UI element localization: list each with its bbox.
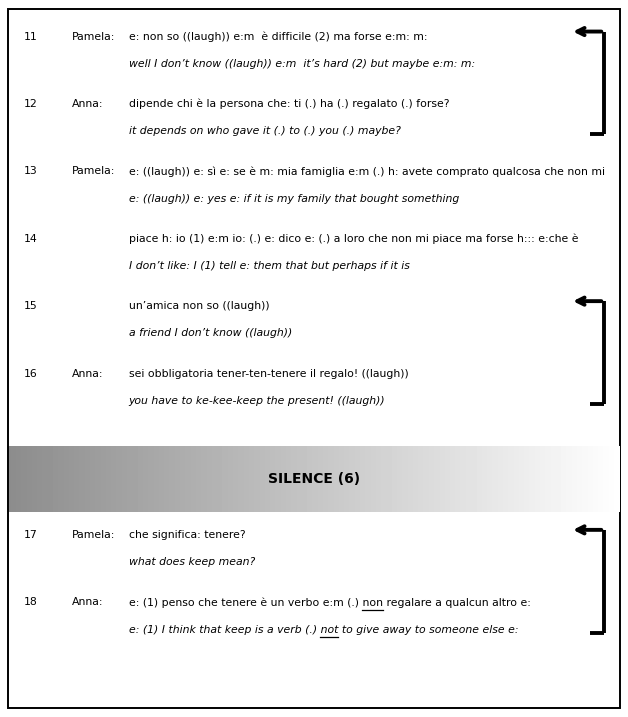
Text: Anna:: Anna: bbox=[72, 597, 104, 607]
Text: Pamela:: Pamela: bbox=[72, 32, 116, 42]
Text: 13: 13 bbox=[24, 166, 38, 176]
Text: 12: 12 bbox=[24, 99, 38, 109]
Text: a friend I don’t know ((laugh)): a friend I don’t know ((laugh)) bbox=[129, 328, 292, 338]
Text: sei obbligatoria tener-ten-tenere il regalo! ((laugh)): sei obbligatoria tener-ten-tenere il reg… bbox=[129, 369, 408, 379]
Text: e: (1) I think that keep is a verb (.) not to give away to someone else e:: e: (1) I think that keep is a verb (.) n… bbox=[129, 625, 518, 635]
Text: well I don’t know ((laugh)) e:m  it’s hard (2) but maybe e:m: m:: well I don’t know ((laugh)) e:m it’s har… bbox=[129, 59, 475, 69]
Text: Anna:: Anna: bbox=[72, 369, 104, 379]
Text: you have to ke-kee-keep the present! ((laugh)): you have to ke-kee-keep the present! ((l… bbox=[129, 396, 386, 406]
Text: 17: 17 bbox=[24, 530, 38, 540]
Text: I don’t like: I (1) tell e: them that but perhaps if it is: I don’t like: I (1) tell e: them that bu… bbox=[129, 261, 409, 271]
Text: Pamela:: Pamela: bbox=[72, 530, 116, 540]
Text: piace h: io (1) e:m io: (.) e: dico e: (.) a loro che non mi piace ma forse h:::: piace h: io (1) e:m io: (.) e: dico e: (… bbox=[129, 234, 578, 244]
Text: 11: 11 bbox=[24, 32, 38, 42]
Text: e: ((laugh)) e: sì e: se è m: mia famiglia e:m (.) h: avete comprato qualcosa ch: e: ((laugh)) e: sì e: se è m: mia famigl… bbox=[129, 166, 605, 177]
Text: un’amica non so ((laugh)): un’amica non so ((laugh)) bbox=[129, 301, 269, 311]
Text: e: (1) penso che tenere è un verbo e:m (.) non regalare a qualcun altro e:: e: (1) penso che tenere è un verbo e:m (… bbox=[129, 597, 531, 608]
Text: 15: 15 bbox=[24, 301, 38, 311]
Text: 14: 14 bbox=[24, 234, 38, 244]
Text: it depends on who gave it (.) to (.) you (.) maybe?: it depends on who gave it (.) to (.) you… bbox=[129, 126, 401, 136]
Text: Pamela:: Pamela: bbox=[72, 166, 116, 176]
Text: 18: 18 bbox=[24, 597, 38, 607]
Text: che significa: tenere?: che significa: tenere? bbox=[129, 530, 246, 540]
Text: Anna:: Anna: bbox=[72, 99, 104, 109]
Text: SILENCE (6): SILENCE (6) bbox=[268, 472, 360, 486]
Text: what does keep mean?: what does keep mean? bbox=[129, 557, 255, 567]
Text: dipende chi è la persona che: ti (.) ha (.) regalato (.) forse?: dipende chi è la persona che: ti (.) ha … bbox=[129, 99, 449, 110]
Text: e: non so ((laugh)) e:m  è difficile (2) ma forse e:m: m:: e: non so ((laugh)) e:m è difficile (2) … bbox=[129, 32, 427, 42]
Text: e: ((laugh)) e: yes e: if it is my family that bought something: e: ((laugh)) e: yes e: if it is my famil… bbox=[129, 194, 459, 204]
Text: 16: 16 bbox=[24, 369, 38, 379]
